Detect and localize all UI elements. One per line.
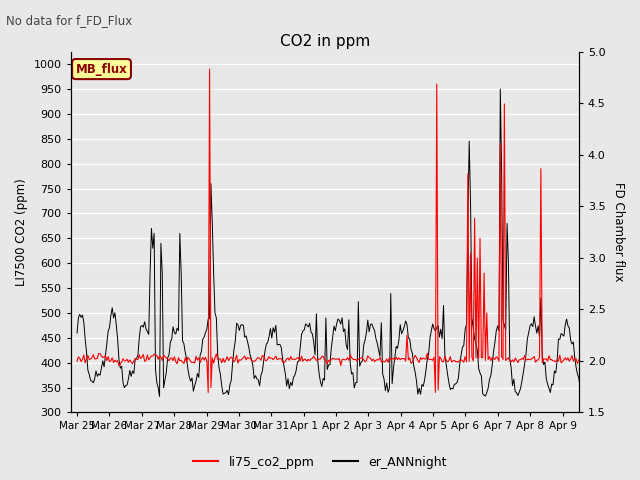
Y-axis label: LI7500 CO2 (ppm): LI7500 CO2 (ppm) xyxy=(15,178,28,286)
Text: No data for f_FD_Flux: No data for f_FD_Flux xyxy=(6,14,132,27)
Y-axis label: FD Chamber flux: FD Chamber flux xyxy=(612,182,625,282)
Title: CO2 in ppm: CO2 in ppm xyxy=(280,34,370,49)
Text: MB_flux: MB_flux xyxy=(76,62,127,75)
Legend: li75_co2_ppm, er_ANNnight: li75_co2_ppm, er_ANNnight xyxy=(188,451,452,474)
